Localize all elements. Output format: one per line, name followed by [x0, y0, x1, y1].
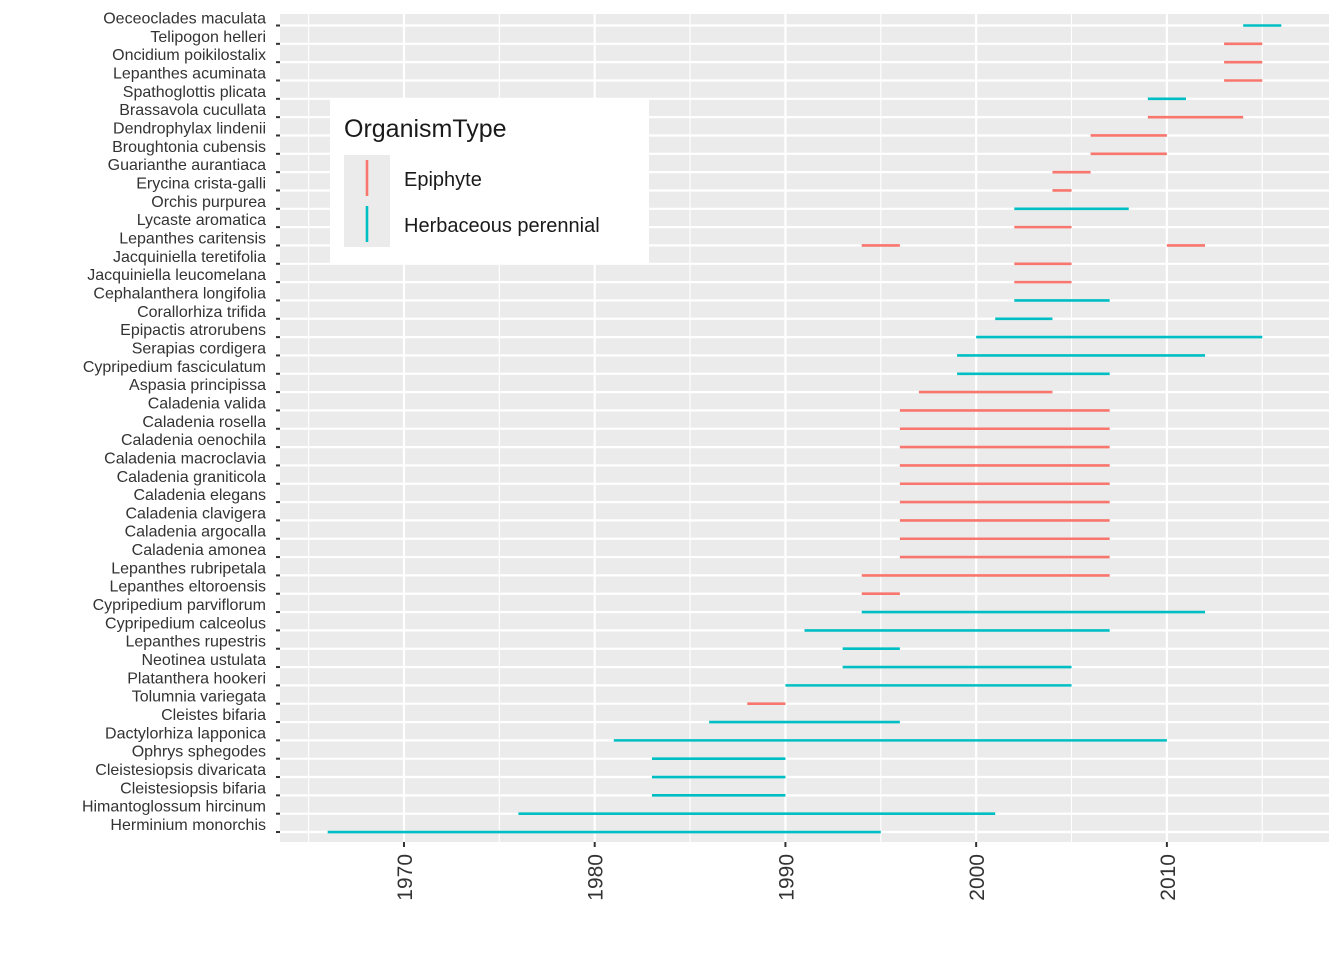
- y-tick-label: Caladenia oenochila: [121, 432, 266, 449]
- y-tick-label: Dactylorhiza lapponica: [105, 725, 266, 742]
- legend-label-epiphyte: Epiphyte: [404, 169, 482, 191]
- y-tick-label: Caladenia argocalla: [125, 524, 267, 541]
- y-tick-label: Orchis purpurea: [151, 194, 266, 211]
- y-tick-label: Epipactis atrorubens: [120, 322, 266, 339]
- y-tick-label: Cypripedium parviflorum: [93, 597, 266, 614]
- y-tick-label: Cephalanthera longifolia: [93, 285, 266, 302]
- y-tick-label: Telipogon helleri: [150, 29, 266, 46]
- y-tick-label: Caladenia valida: [148, 395, 266, 412]
- y-tick-label: Caladenia elegans: [133, 487, 266, 504]
- y-tick-label: Guarianthe aurantiaca: [108, 157, 266, 174]
- x-tick-label: 1970: [394, 854, 417, 901]
- y-tick-label: Lepanthes rupestris: [125, 634, 266, 651]
- y-tick-label: Cleistesiopsis bifaria: [120, 780, 266, 797]
- y-tick-label: Oeceoclades maculata: [103, 11, 266, 28]
- y-tick-label: Cleistesiopsis divaricata: [95, 762, 266, 779]
- legend-label-herbaceous-perennial: Herbaceous perennial: [404, 215, 600, 237]
- y-tick-label: Cypripedium calceolus: [105, 615, 266, 632]
- y-tick-label: Cypripedium fasciculatum: [83, 359, 266, 376]
- x-tick-label: 1980: [585, 854, 608, 901]
- y-tick-label: Platanthera hookeri: [127, 670, 266, 687]
- y-tick-label: Lepanthes caritensis: [119, 230, 266, 247]
- y-tick-label: Lepanthes eltoroensis: [109, 579, 266, 596]
- y-tick-label: Tolumnia variegata: [132, 689, 266, 706]
- y-tick-label: Cleistes bifaria: [161, 707, 266, 724]
- segments-layer: [327, 24, 1282, 834]
- y-tick-label: Oncidium poikilostalix: [112, 47, 266, 64]
- legend: OrganismType Epiphyte Herbaceous perenni…: [330, 98, 649, 264]
- y-tick-label: Caladenia graniticola: [117, 469, 267, 486]
- y-tick-label: Erycina crista-galli: [136, 175, 266, 192]
- y-tick-label: Lepanthes rubripetala: [111, 560, 266, 577]
- legend-title: OrganismType: [344, 115, 507, 143]
- y-tick-label: Brassavola cucullata: [119, 102, 266, 119]
- x-axis: 1970 1980 1990 2000 2010: [394, 842, 1180, 901]
- y-tick-label: Caladenia clavigera: [125, 505, 266, 522]
- y-tick-label: Jacquiniella teretifolia: [113, 249, 266, 266]
- y-tick-label: Ophrys sphegodes: [132, 744, 266, 761]
- x-tick-label: 2000: [966, 854, 989, 901]
- y-tick-label: Caladenia rosella: [142, 414, 266, 431]
- y-tick-label: Neotinea ustulata: [141, 652, 266, 669]
- x-tick-label: 1990: [775, 854, 798, 901]
- y-tick-label: Lepanthes acuminata: [113, 65, 266, 82]
- y-tick-label: Spathoglottis plicata: [123, 84, 266, 101]
- y-tick-label: Jacquiniella leucomelana: [87, 267, 266, 284]
- y-tick-label: Caladenia macroclavia: [104, 450, 266, 467]
- y-tick-label: Herminium monorchis: [110, 817, 266, 834]
- x-tick-label: 2010: [1157, 854, 1180, 901]
- y-tick-label: Broughtonia cubensis: [112, 139, 266, 156]
- y-tick-label: Caladenia amonea: [132, 542, 266, 559]
- y-tick-label: Dendrophylax lindenii: [113, 120, 266, 137]
- y-tick-label: Corallorhiza trifida: [137, 304, 266, 321]
- y-tick-label: Aspasia principissa: [129, 377, 266, 394]
- y-tick-label: Lycaste aromatica: [137, 212, 266, 229]
- y-tick-label: Serapias cordigera: [132, 340, 266, 357]
- y-tick-label: Himantoglossum hircinum: [82, 799, 266, 816]
